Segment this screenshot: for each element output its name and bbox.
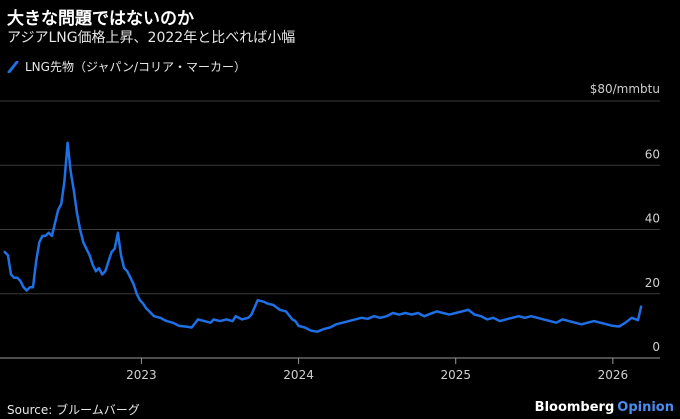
source-note: Source: ブルームバーグ: [7, 403, 140, 417]
legend-label: LNG先物（ジャパン/コリア・マーカー）: [25, 60, 247, 74]
y-tick-label-40: 40: [645, 212, 660, 226]
legend: LNG先物（ジャパン/コリア・マーカー）: [7, 58, 246, 75]
y-axis-unit-label: $80/mmbtu: [590, 82, 660, 96]
chart-subtitle: アジアLNG価格上昇、2022年と比べれば小幅: [7, 30, 296, 46]
brand-name: Bloomberg: [534, 400, 615, 415]
series-line-0: [3, 141, 643, 333]
x-tick-label-2025: 2025: [440, 368, 471, 382]
y-tick-label-20: 20: [645, 276, 660, 290]
chart-title: 大きな問題ではないのか: [7, 9, 194, 29]
x-tick-label-2026: 2026: [598, 368, 629, 382]
x-tick-label-2023: 2023: [126, 368, 157, 382]
x-tick-label-2024: 2024: [283, 368, 314, 382]
y-tick-label-60: 60: [645, 147, 660, 161]
brand-logo: Bloomberg Opinion: [535, 400, 674, 415]
legend-swatch-icon: [7, 60, 19, 73]
y-tick-label-0: 0: [652, 340, 660, 354]
brand-sub: Opinion: [617, 400, 674, 415]
